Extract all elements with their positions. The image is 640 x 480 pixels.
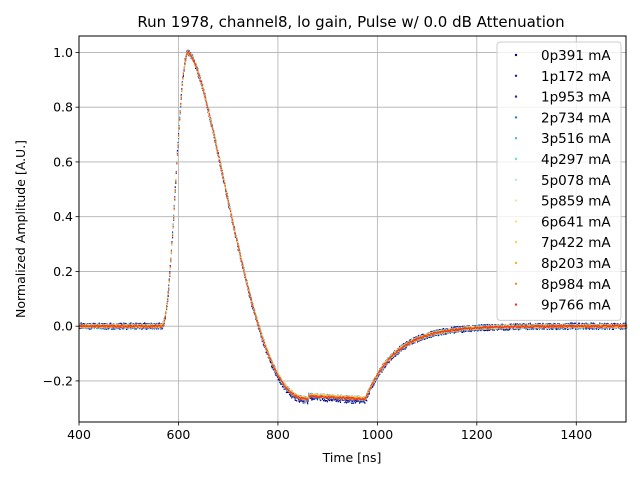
x-tick-label: 800 (266, 427, 290, 442)
legend-entry: 8p984 mA (541, 277, 611, 293)
legend-marker (514, 74, 518, 78)
legend-entry: 5p859 mA (541, 194, 611, 210)
legend-marker (514, 137, 518, 140)
legend-entry: 6p641 mA (541, 214, 611, 230)
y-tick-label: 0.0 (53, 319, 73, 334)
legend-marker (514, 220, 518, 223)
legend-entry: 7p422 mA (541, 235, 611, 251)
legend-marker (514, 178, 518, 181)
y-tick-label: 0.4 (53, 209, 73, 224)
x-tick-label: 400 (67, 427, 91, 442)
legend-entry: 2p734 mA (541, 110, 611, 126)
legend-entry: 3p516 mA (541, 131, 611, 147)
legend-marker (514, 241, 518, 244)
y-tick-label: 0.6 (53, 154, 73, 169)
legend-marker (514, 53, 518, 57)
y-tick-label: −0.2 (43, 373, 73, 388)
legend: 0p391 mA 1p172 mA 1p953 mA 2p734 mA 3p516 mA… (496, 41, 622, 321)
y-tick-label: 0.8 (53, 100, 73, 115)
legend-entry: 4p297 mA (541, 152, 611, 168)
x-tick-label: 1000 (361, 427, 393, 442)
data-points (79, 49, 628, 405)
legend-marker (514, 157, 518, 161)
legend-entry: 1p953 mA (541, 90, 611, 106)
legend-entry: 5p078 mA (541, 173, 611, 189)
legend-marker (514, 199, 518, 202)
y-tick-label: 0.2 (53, 264, 73, 279)
x-tick-label: 1400 (560, 427, 592, 442)
x-axis-label: Time [ns] (322, 450, 382, 465)
legend-marker (514, 303, 518, 306)
series-9p766-mA (79, 50, 628, 401)
legend-entry: 9p766 mA (541, 298, 611, 314)
legend-entry: 0p391 mA (541, 48, 611, 64)
y-axis-label: Normalized Amplitude [A.U.] (13, 140, 28, 318)
series-points (79, 50, 628, 401)
axis-ticks: 400 600 800 1000 1200 1400 −0.2 0.0 0.2 0.4 0.6 0.8… (43, 45, 593, 442)
x-tick-label: 1200 (461, 427, 493, 442)
legend-marker (514, 282, 518, 285)
x-tick-label: 600 (167, 427, 191, 442)
chart-title: Run 1978, channel8, lo gain, Pulse w/ 0.… (137, 13, 564, 31)
legend-box (496, 41, 622, 321)
y-tick-label: 1.0 (53, 45, 73, 60)
legend-marker (514, 116, 518, 119)
legend-entry: 1p172 mA (541, 69, 611, 85)
plot-frame (78, 35, 627, 423)
legend-marker (514, 261, 518, 265)
legend-entry: 8p203 mA (541, 256, 611, 272)
legend-marker (514, 95, 518, 98)
